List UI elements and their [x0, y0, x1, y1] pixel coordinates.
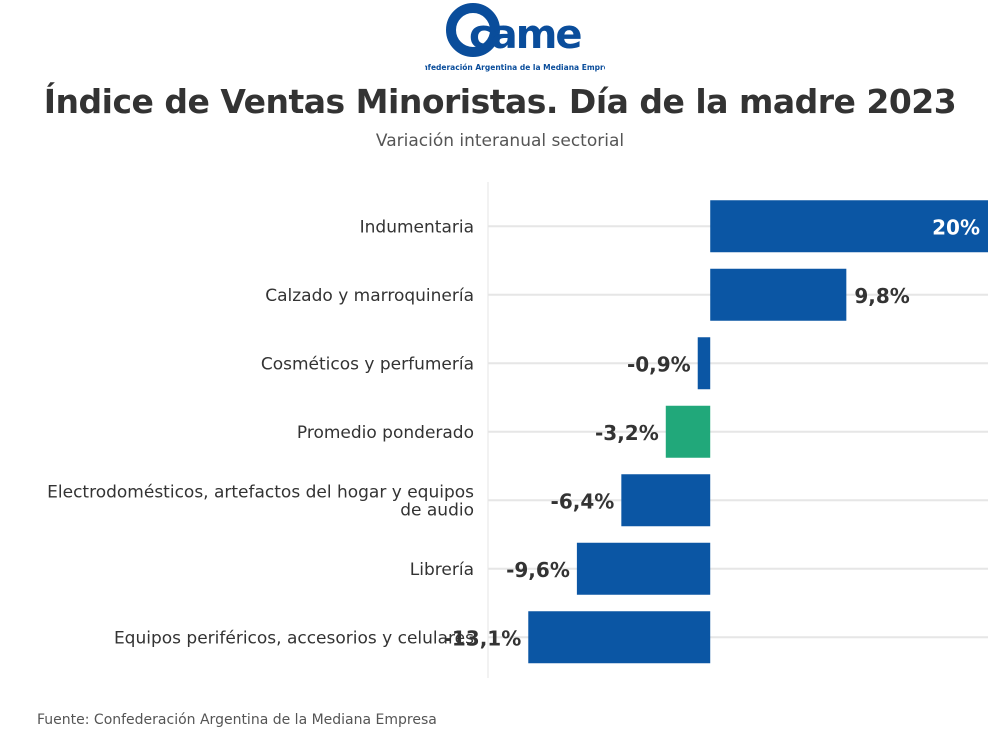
bar-5[interactable]	[621, 474, 711, 527]
chart-title: Índice de Ventas Minoristas. Día de la m…	[43, 82, 957, 121]
chart-subtitle: Variación interanual sectorial	[375, 131, 625, 151]
source-note: Fuente: Confederación Argentina de la Me…	[37, 712, 437, 728]
category-label-line: Promedio ponderado	[297, 423, 474, 443]
category-label-line: Calzado y marroquinería	[265, 286, 474, 306]
came-logo-graphic: came Confederación Argentina de la Media…	[412, 3, 618, 72]
category-label: Librería	[410, 560, 474, 580]
category-label: Indumentaria	[360, 217, 474, 237]
bar-6[interactable]	[576, 542, 711, 595]
bar-3[interactable]	[697, 337, 711, 390]
bar-2[interactable]	[710, 268, 847, 321]
data-label: -13,1%	[444, 626, 522, 650]
category-label-line: Equipos periféricos, accesorios y celula…	[114, 628, 474, 648]
logo-wordmark: came	[469, 12, 581, 58]
category-label-line: Indumentaria	[360, 217, 474, 237]
category-label-line: Electrodomésticos, artefactos del hogar …	[47, 482, 474, 502]
category-label: Electrodomésticos, artefactos del hogar …	[47, 482, 474, 520]
bar-7[interactable]	[528, 611, 711, 664]
category-label: Promedio ponderado	[297, 423, 474, 443]
category-label-line: de audio	[400, 500, 474, 520]
data-label: -9,6%	[506, 558, 570, 582]
bar-chart: Indumentaria 20% Calzado y marroquinería 9,…	[0, 170, 1000, 690]
came-logo: came Confederación Argentina de la Media…	[412, 0, 618, 76]
logo-ring	[446, 3, 500, 57]
data-label: -0,9%	[627, 352, 691, 376]
bar-chart-svg: Indumentaria 20% Calzado y marroquinería 9,…	[47, 182, 988, 678]
category-label: Equipos periféricos, accesorios y celula…	[114, 628, 474, 648]
data-label: 9,8%	[854, 284, 909, 308]
category-label-line: Cosméticos y perfumería	[261, 354, 474, 374]
data-label: -3,2%	[595, 421, 659, 445]
bar-1[interactable]	[710, 200, 988, 253]
category-label: Calzado y marroquinería	[265, 286, 474, 306]
logo-caption: Confederación Argentina de la Mediana Em…	[425, 63, 605, 72]
category-label: Cosméticos y perfumería	[261, 354, 474, 374]
category-label-line: Librería	[410, 560, 474, 580]
data-label: -6,4%	[551, 489, 615, 513]
data-label: 20%	[932, 215, 980, 239]
bar-4[interactable]	[665, 405, 711, 458]
